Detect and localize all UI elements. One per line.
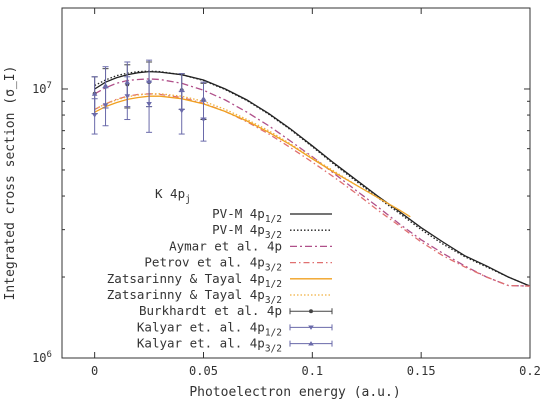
series-curves bbox=[91, 59, 531, 287]
y-tick-exponent: 7 bbox=[47, 81, 52, 91]
legend-entry-label-sub: 1/2 bbox=[265, 279, 282, 290]
y-tick-label: 106 bbox=[32, 350, 52, 365]
legend-entry-label-sub: 1/2 bbox=[265, 214, 282, 225]
legend-entry-label: PV-M 4p1/2 bbox=[212, 206, 282, 225]
series-8 bbox=[91, 59, 207, 119]
series-1 bbox=[94, 70, 531, 287]
legend-entry-label-base: PV-M 4p bbox=[212, 206, 265, 221]
legend-entry-label-sub: 3/2 bbox=[265, 230, 282, 241]
x-tick-label: 0.2 bbox=[519, 364, 541, 378]
legend-entry-label-base: Kalyar et. al. 4p bbox=[137, 336, 265, 351]
legend-entry-label-base: Aymar et al. 4p bbox=[169, 238, 282, 253]
legend-entry-label-base: Zatsarinny & Tayal 4p bbox=[107, 287, 265, 302]
series-line bbox=[94, 93, 531, 287]
data-point-marker bbox=[200, 96, 207, 101]
legend-entry-label: Zatsarinny & Tayal 4p3/2 bbox=[107, 287, 282, 306]
legend-entry-label-base: Kalyar et. al. 4p bbox=[137, 319, 265, 334]
series-2 bbox=[94, 78, 531, 287]
legend-entry-label-sub: 1/2 bbox=[265, 327, 282, 338]
data-point-marker bbox=[309, 309, 313, 314]
legend-entry-label: Burkhardt et al. 4p bbox=[139, 303, 282, 318]
data-point-marker bbox=[308, 325, 314, 330]
x-tick-label: 0.1 bbox=[301, 364, 323, 378]
legend-entry-label-sub: 3/2 bbox=[265, 295, 282, 306]
series-0 bbox=[94, 70, 531, 287]
legend-entry-label: PV-M 4p3/2 bbox=[212, 222, 282, 241]
data-point-marker bbox=[200, 117, 207, 123]
series-line bbox=[94, 78, 531, 287]
y-tick-exponent: 6 bbox=[47, 350, 52, 360]
legend-entry-label-base: Zatsarinny & Tayal 4p bbox=[107, 271, 265, 286]
legend-title: K 4pj bbox=[155, 186, 191, 205]
y-tick-base: 10 bbox=[32, 351, 46, 365]
data-point-marker bbox=[124, 79, 131, 85]
data-point-marker bbox=[178, 87, 185, 93]
legend-entry-label: Kalyar et. al. 4p1/2 bbox=[137, 319, 282, 338]
legend-entry-label: Kalyar et. al. 4p3/2 bbox=[137, 336, 282, 355]
legend-entry-label: Petrov et al. 4p3/2 bbox=[144, 255, 282, 274]
x-tick-label: 0.05 bbox=[189, 364, 218, 378]
legend-entry-label: Zatsarinny & Tayal 4p1/2 bbox=[107, 271, 282, 290]
legend-entry-label-base: PV-M 4p bbox=[212, 222, 265, 237]
series-line bbox=[94, 70, 531, 287]
y-tick-label: 107 bbox=[32, 81, 52, 96]
series-3 bbox=[94, 93, 531, 287]
data-point-marker bbox=[146, 78, 152, 84]
x-axis-label: Photoelectron energy (a.u.) bbox=[189, 385, 400, 400]
data-point-marker bbox=[91, 91, 98, 96]
plot-area-frame bbox=[61, 7, 531, 359]
legend-title-base: K 4p bbox=[155, 186, 185, 201]
legend-entry-label-base: Petrov et al. 4p bbox=[144, 255, 264, 270]
legend-entry-label-sub: 3/2 bbox=[265, 263, 282, 274]
y-axis-label: Integrated cross section (σ_I) bbox=[3, 66, 18, 301]
data-point-marker bbox=[102, 83, 109, 88]
x-tick-label: 0 bbox=[91, 364, 98, 378]
legend-title-sub: j bbox=[185, 194, 191, 205]
data-point-marker bbox=[308, 341, 314, 346]
y-tick-base: 10 bbox=[32, 82, 46, 96]
x-tick-label: 0.15 bbox=[407, 364, 436, 378]
legend-entry-label-sub: 3/2 bbox=[265, 344, 282, 355]
series-line bbox=[94, 70, 531, 287]
data-point-marker bbox=[178, 108, 185, 114]
legend-entry-label-base: Burkhardt et al. 4p bbox=[139, 303, 282, 318]
data-point-marker bbox=[91, 113, 98, 118]
legend-entry-label: Aymar et al. 4p bbox=[169, 238, 282, 253]
